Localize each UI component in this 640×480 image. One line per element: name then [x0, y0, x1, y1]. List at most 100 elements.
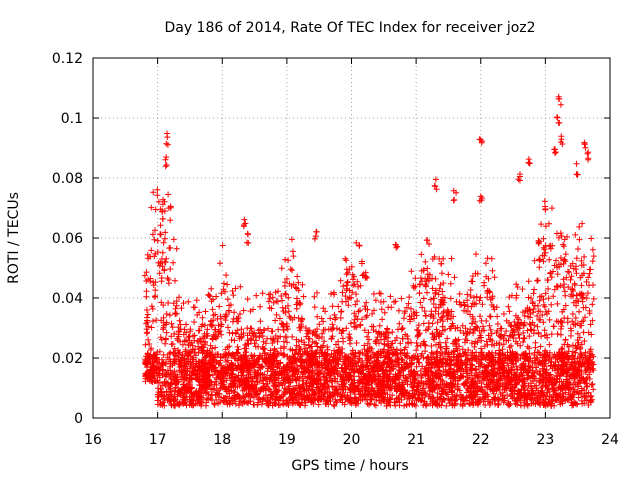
data-point [585, 362, 592, 369]
data-point [576, 334, 583, 341]
data-point [412, 372, 419, 379]
data-point [290, 353, 297, 360]
data-point [577, 274, 584, 281]
data-point [209, 336, 216, 343]
data-point [370, 323, 377, 330]
data-point [473, 251, 479, 258]
data-point [155, 401, 161, 408]
data-point [328, 378, 335, 385]
data-point [214, 367, 220, 374]
data-point [175, 333, 182, 340]
data-point [152, 293, 159, 299]
data-point [570, 321, 577, 328]
data-point [457, 357, 464, 364]
data-point [446, 400, 453, 407]
data-point [188, 372, 195, 379]
data-point [280, 338, 287, 345]
chart-title: Day 186 of 2014, Rate Of TEC Index for r… [164, 20, 535, 36]
data-point [379, 316, 386, 323]
data-point [438, 402, 445, 409]
data-point [493, 371, 500, 378]
data-point [568, 273, 575, 280]
data-point [220, 383, 227, 390]
data-point [209, 386, 216, 393]
data-point [358, 370, 365, 377]
data-point [386, 361, 393, 368]
data-point [223, 272, 230, 279]
data-point [420, 295, 427, 302]
data-point [308, 392, 315, 399]
data-point [529, 372, 536, 379]
data-point [541, 327, 548, 334]
data-point [334, 399, 340, 405]
data-point [436, 339, 443, 346]
data-point [349, 381, 356, 387]
data-point [401, 346, 408, 353]
data-point [535, 329, 542, 336]
data-point [408, 381, 415, 388]
data-point [290, 399, 297, 406]
data-point [297, 346, 304, 352]
data-point [361, 303, 368, 310]
data-point [385, 334, 391, 341]
data-point [571, 368, 578, 375]
data-point [548, 358, 555, 365]
data-point [338, 330, 345, 337]
data-point [550, 361, 557, 368]
data-point [447, 280, 454, 287]
data-point [351, 358, 358, 364]
data-point [217, 315, 224, 322]
data-point [471, 353, 478, 359]
data-point [508, 323, 515, 330]
data-point [220, 367, 227, 374]
data-point [167, 217, 174, 224]
data-point [340, 283, 347, 290]
data-point [553, 230, 560, 237]
data-point [166, 356, 173, 363]
data-point [439, 270, 445, 277]
data-point [300, 293, 307, 300]
data-point [235, 377, 242, 383]
data-point [162, 340, 169, 347]
data-point [222, 288, 228, 295]
data-point [452, 377, 459, 384]
data-point [146, 341, 153, 347]
data-point [234, 343, 241, 350]
data-point [182, 367, 189, 374]
data-point [582, 349, 589, 356]
data-point [322, 308, 329, 315]
data-point [198, 323, 205, 330]
data-point [157, 334, 164, 341]
data-point [259, 290, 266, 297]
data-point [474, 383, 480, 390]
data-point [433, 349, 440, 356]
data-point [232, 394, 239, 401]
data-point [418, 397, 425, 404]
data-point [481, 374, 488, 381]
data-point [217, 260, 223, 267]
data-point [544, 401, 551, 408]
data-point [148, 204, 155, 211]
data-point [222, 346, 229, 353]
data-point [558, 233, 565, 240]
data-point [383, 403, 390, 409]
data-point [377, 380, 384, 387]
data-point [262, 340, 269, 347]
data-point [408, 268, 415, 275]
data-point [534, 323, 541, 330]
data-point [157, 222, 164, 229]
data-point [218, 290, 225, 297]
data-point [552, 396, 559, 403]
data-point [488, 330, 495, 337]
data-point [329, 333, 336, 340]
data-point [290, 281, 297, 288]
data-point [161, 402, 168, 409]
data-point [525, 392, 532, 398]
data-point [289, 267, 296, 274]
data-point [433, 341, 439, 348]
data-point [352, 301, 359, 308]
data-point [178, 359, 185, 366]
data-point [156, 262, 163, 269]
data-point [216, 303, 223, 310]
data-point [433, 326, 440, 333]
